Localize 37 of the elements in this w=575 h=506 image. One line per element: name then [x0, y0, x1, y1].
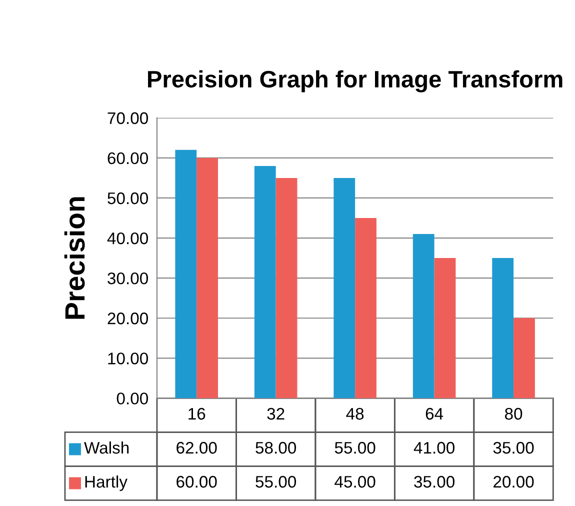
y-tick-label: 50.00	[108, 192, 148, 204]
data-label: 58.00	[256, 442, 296, 454]
data-label: 20.00	[494, 476, 534, 488]
bar	[196, 158, 218, 398]
x-tick-label: 48	[346, 408, 364, 420]
legend-label: Walsh	[84, 441, 129, 454]
data-label: 35.00	[414, 476, 454, 488]
chart-title: Precision Graph for Image Transform	[148, 70, 562, 92]
data-label: 55.00	[334, 442, 376, 454]
x-tick-label: 64	[426, 408, 444, 420]
bar	[514, 318, 535, 398]
bar	[412, 234, 434, 398]
y-tick-label: 0.00	[116, 392, 148, 404]
y-tick-label: 20.00	[108, 312, 148, 324]
y-tick-label: 40.00	[107, 232, 148, 244]
bar	[175, 150, 197, 398]
y-axis-title: Precision	[64, 197, 85, 319]
data-label: 35.00	[493, 442, 534, 454]
legend-label: Hartly	[85, 475, 128, 491]
x-tick-label: 32	[267, 408, 284, 420]
x-tick-label: 16	[188, 408, 206, 420]
data-label: 41.00	[414, 442, 454, 454]
bar	[334, 178, 356, 398]
data-label: 62.00	[176, 442, 217, 454]
data-label: 45.00	[334, 476, 376, 488]
bar	[355, 218, 376, 398]
data-label: 60.00	[176, 476, 217, 488]
bar	[254, 166, 276, 398]
y-tick-label: 10.00	[108, 352, 148, 364]
y-tick-label: 60.00	[108, 152, 148, 164]
x-tick-label: 80	[504, 408, 522, 420]
bar	[492, 258, 514, 398]
bar	[276, 178, 298, 398]
bar	[434, 258, 456, 398]
y-tick-label: 70.00	[108, 112, 148, 124]
y-tick-label: 30.00	[108, 272, 148, 284]
data-label: 55.00	[256, 476, 296, 488]
